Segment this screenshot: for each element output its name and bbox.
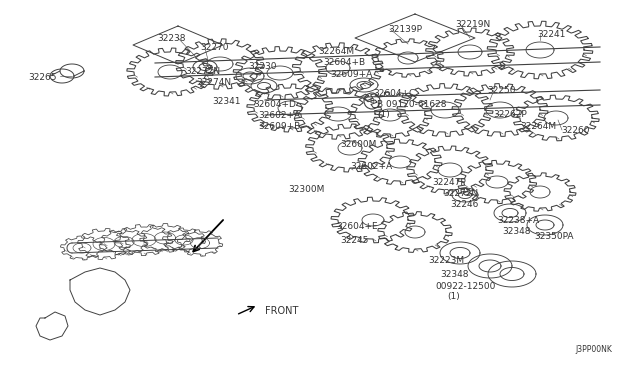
Text: FRONT: FRONT	[265, 306, 298, 316]
Text: 32348: 32348	[440, 270, 468, 279]
Text: 32223M: 32223M	[428, 256, 464, 265]
Text: 32270: 32270	[200, 43, 228, 52]
Text: B 09120-61628: B 09120-61628	[377, 100, 447, 109]
Text: B: B	[370, 98, 374, 104]
Text: 32272N: 32272N	[443, 189, 478, 198]
Text: 32139P: 32139P	[388, 25, 422, 34]
Text: 32341: 32341	[212, 97, 241, 106]
Text: 32238+A: 32238+A	[497, 216, 539, 225]
Text: 32245: 32245	[340, 236, 369, 245]
Text: 32264M: 32264M	[318, 47, 354, 56]
Text: 32348: 32348	[502, 227, 531, 236]
Text: 32241: 32241	[537, 30, 565, 39]
Text: 32604+E: 32604+E	[336, 222, 378, 231]
Text: 32602+A: 32602+A	[258, 111, 300, 120]
Text: 32262P: 32262P	[493, 110, 527, 119]
Text: 32609+B: 32609+B	[258, 122, 300, 131]
Text: 32604+B: 32604+B	[323, 58, 365, 67]
Text: 32238: 32238	[157, 34, 186, 43]
Text: 32600M: 32600M	[340, 140, 376, 149]
Text: 32604+D: 32604+D	[253, 100, 296, 109]
Text: 32609+A: 32609+A	[330, 70, 372, 79]
Text: 32272N: 32272N	[185, 67, 220, 76]
Text: 32265: 32265	[28, 73, 56, 82]
Text: (1): (1)	[377, 110, 390, 119]
Text: 32300M: 32300M	[288, 185, 324, 194]
Text: 32260: 32260	[561, 126, 589, 135]
Text: 32246: 32246	[450, 200, 478, 209]
Text: 32219N: 32219N	[455, 20, 490, 29]
Text: J3PP00NK: J3PP00NK	[575, 345, 612, 354]
Text: 32350PA: 32350PA	[534, 232, 573, 241]
Text: 32264M: 32264M	[520, 122, 556, 131]
Text: 32250: 32250	[487, 86, 515, 95]
Text: (1): (1)	[447, 292, 460, 301]
Text: 00922-12500: 00922-12500	[435, 282, 495, 291]
Text: 32604+C: 32604+C	[373, 89, 415, 98]
Text: 32274N: 32274N	[196, 78, 231, 87]
Text: 32230: 32230	[248, 62, 276, 71]
Text: 32602+A: 32602+A	[350, 162, 392, 171]
Text: 32247P: 32247P	[432, 178, 466, 187]
